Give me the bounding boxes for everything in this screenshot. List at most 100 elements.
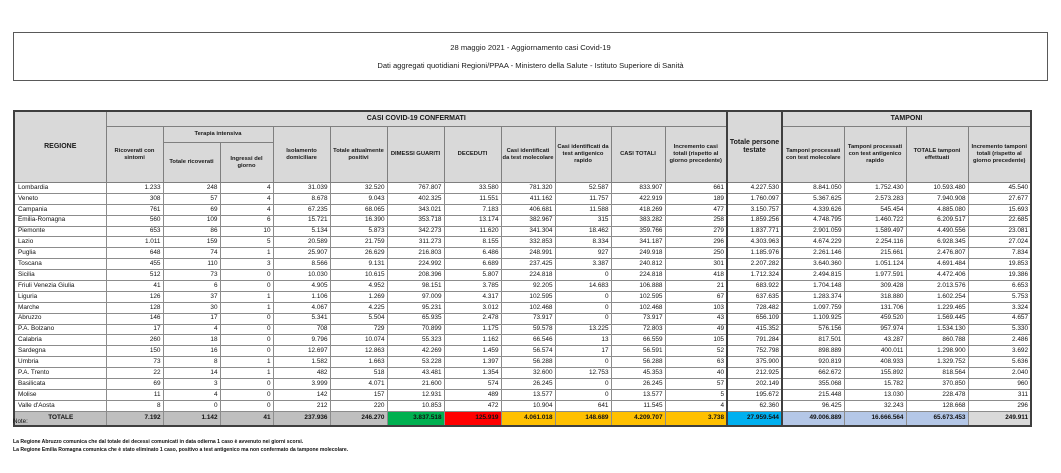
region-name: Sicilia — [13, 269, 107, 282]
value-cell: 6.689 — [443, 258, 502, 271]
value-cell: 1 — [219, 367, 274, 380]
value-cell: 1 — [219, 247, 274, 260]
value-cell: 20.589 — [272, 236, 331, 249]
table-row: Calabria 260 18 0 9.796 10.074 55.323 1.162 66.5… — [13, 334, 1032, 347]
total-value-cell: 3.738 — [664, 410, 728, 427]
value-cell: 102.595 — [500, 290, 556, 303]
value-cell: 212.925 — [726, 367, 783, 380]
value-cell: 12.697 — [272, 345, 331, 358]
value-cell: 216.803 — [386, 247, 445, 260]
value-cell: 418.269 — [610, 203, 666, 216]
col-header-tamponi-molecolare: Tamponi processati con test molecolare — [781, 126, 845, 183]
value-cell: 4 — [219, 203, 274, 216]
value-cell: 8 — [105, 399, 164, 412]
value-cell: 224.818 — [500, 269, 556, 282]
value-cell: 40 — [664, 367, 728, 380]
region-name: P.A. Trento — [13, 367, 107, 380]
value-cell: 728.482 — [726, 301, 783, 314]
value-cell: 560 — [105, 214, 164, 227]
report-title-line1: 28 maggio 2021 - Aggiornamento casi Covi… — [450, 42, 611, 52]
value-cell: 32.243 — [843, 399, 907, 412]
value-cell: 5.807 — [443, 269, 502, 282]
value-cell: 25.907 — [272, 247, 331, 260]
value-cell: 250 — [664, 247, 728, 260]
table-row: Sardegna 150 16 0 12.697 12.863 42.269 1.459 56.… — [13, 345, 1032, 358]
value-cell: 489 — [443, 388, 502, 401]
value-cell: 5.504 — [329, 312, 388, 325]
banner-tamponi: TAMPONI — [781, 110, 1032, 127]
value-cell: 42.269 — [386, 345, 445, 358]
value-cell: 1 — [219, 301, 274, 314]
value-cell: 2.476.807 — [905, 247, 969, 260]
value-cell: 17 — [162, 312, 221, 325]
col-header-totale-ricoverati: Totale ricoverati — [162, 142, 221, 183]
value-cell: 3.999 — [272, 378, 331, 390]
value-cell: 189 — [664, 192, 728, 205]
value-cell: 920.819 — [781, 356, 845, 369]
value-cell: 383.282 — [610, 214, 666, 227]
total-value-cell: 49.006.889 — [781, 410, 845, 427]
note-line-emilia-romagna: La Regione Emilia Romagna comunica che è… — [13, 446, 349, 453]
value-cell: 21.759 — [329, 236, 388, 249]
value-cell: 0 — [219, 378, 274, 390]
value-cell: 545.454 — [843, 203, 907, 216]
region-name: Emilia-Romagna — [13, 214, 107, 227]
value-cell: 41 — [105, 280, 164, 292]
value-cell: 7.940.908 — [905, 192, 969, 205]
value-cell: 27.677 — [967, 192, 1032, 205]
region-name: Sardegna — [13, 345, 107, 358]
value-cell: 3.640.360 — [781, 258, 845, 271]
value-cell: 18 — [162, 334, 221, 347]
value-cell: 32.520 — [329, 182, 388, 194]
value-cell: 11.588 — [554, 203, 612, 216]
value-cell: 1.329.752 — [905, 356, 969, 369]
col-header-regione: REGIONE — [13, 110, 107, 183]
value-cell: 2.494.815 — [781, 269, 845, 282]
value-cell: 402.325 — [386, 192, 445, 205]
value-cell: 16 — [162, 345, 221, 358]
value-cell: 817.501 — [781, 334, 845, 347]
value-cell: 0 — [219, 334, 274, 347]
value-cell: 220 — [329, 399, 388, 412]
value-cell: 4.748.795 — [781, 214, 845, 227]
value-cell: 301 — [664, 258, 728, 271]
value-cell: 2.486 — [967, 334, 1032, 347]
value-cell: 11.551 — [443, 192, 502, 205]
value-cell: 1.011 — [105, 236, 164, 249]
value-cell: 202.149 — [726, 378, 783, 390]
value-cell: 1.106 — [272, 290, 331, 303]
value-cell: 103 — [664, 301, 728, 314]
value-cell: 1.097.759 — [781, 301, 845, 314]
total-value-cell: 249.911 — [967, 410, 1032, 427]
value-cell: 5 — [219, 236, 274, 249]
value-cell: 355.068 — [781, 378, 845, 390]
value-cell: 1.269 — [329, 290, 388, 303]
value-cell: 455 — [105, 258, 164, 271]
value-cell: 26.629 — [329, 247, 388, 260]
value-cell: 224.818 — [610, 269, 666, 282]
value-cell: 415.352 — [726, 323, 783, 336]
value-cell: 96.425 — [781, 399, 845, 412]
value-cell: 258 — [664, 214, 728, 227]
value-cell: 1.459 — [443, 345, 502, 358]
table-row: Marche 128 30 1 4.067 4.225 95.231 3.012 102.468… — [13, 301, 1032, 314]
value-cell: 18.462 — [554, 225, 612, 238]
col-header-dimessi-guariti: DIMESSI GUARITI — [386, 126, 445, 183]
note-line-abruzzo: La Regione Abruzzo comunica che dal tota… — [13, 439, 304, 445]
value-cell: 408.933 — [843, 356, 907, 369]
value-cell: 0 — [554, 312, 612, 325]
value-cell: 8 — [162, 356, 221, 369]
value-cell: 4.317 — [443, 290, 502, 303]
value-cell: 0 — [219, 345, 274, 358]
value-cell: 1.602.254 — [905, 290, 969, 303]
table-row: Lazio 1.011 159 5 20.589 21.759 311.273 8.155 33… — [13, 236, 1032, 249]
table-row: Veneto 308 57 4 8.678 9.043 402.325 11.551 411.1… — [13, 192, 1032, 205]
value-cell: 56.591 — [610, 345, 666, 358]
region-name: Calabria — [13, 334, 107, 347]
value-cell: 6 — [162, 280, 221, 292]
value-cell: 4.339.626 — [781, 203, 845, 216]
value-cell: 3.012 — [443, 301, 502, 314]
value-cell: 1 — [219, 290, 274, 303]
value-cell: 279 — [664, 225, 728, 238]
value-cell: 9.043 — [329, 192, 388, 205]
